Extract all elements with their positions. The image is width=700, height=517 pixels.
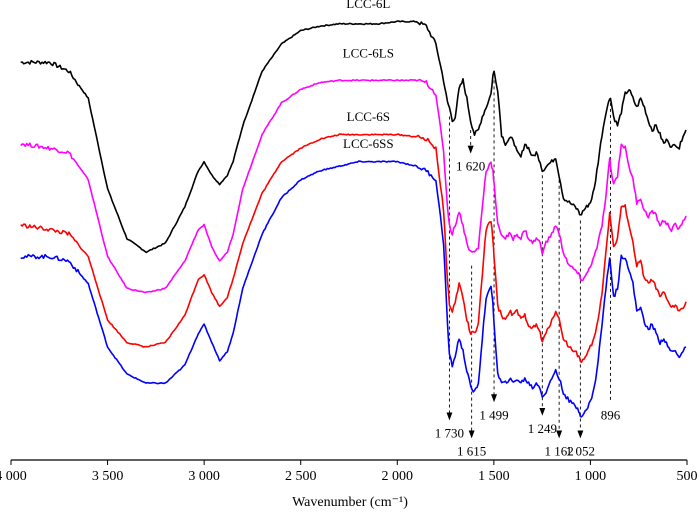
x-tick-label: 3 500 [92,469,124,484]
x-tick-label: 2 500 [285,469,317,484]
series-line-lcc-6l [20,20,687,254]
annotation-label: 1 615 [457,443,486,458]
x-axis-title: Wavenumber (cm⁻¹) [292,495,408,510]
series-labels: LCC-6L LCC-6LS LCC-6S LCC-6SS [343,0,394,151]
annotation-label: 1 162 [545,443,574,458]
series-line-lcc-6ss [20,160,687,418]
annotation-label: 896 [601,407,621,422]
x-tick-label: 1 000 [575,469,607,484]
x-tick-label: 2 000 [382,469,414,484]
annotation-label: 1 249 [528,421,557,436]
spectra-lines [20,20,687,418]
annotation-label: 1 730 [435,425,464,440]
x-axis: 4 000 3 500 3 000 2 500 2 000 1 500 1 000 500 [0,459,698,484]
series-line-lcc-6s [20,133,687,364]
x-tick-label: 3 000 [188,469,220,484]
annotation-label: 1 499 [479,407,508,422]
series-line-lcc-6ls [20,78,687,294]
annotation-label: 1 620 [456,159,485,174]
series-label: LCC-6L [346,0,390,11]
annotation-label: 1 052 [566,443,595,458]
series-label: LCC-6S [347,109,390,124]
series-label: LCC-6LS [343,46,394,61]
x-tick-label: 1 500 [478,469,510,484]
series-label: LCC-6SS [343,136,394,151]
x-tick-label: 500 [677,469,698,484]
x-tick-label: 4 000 [0,469,27,484]
